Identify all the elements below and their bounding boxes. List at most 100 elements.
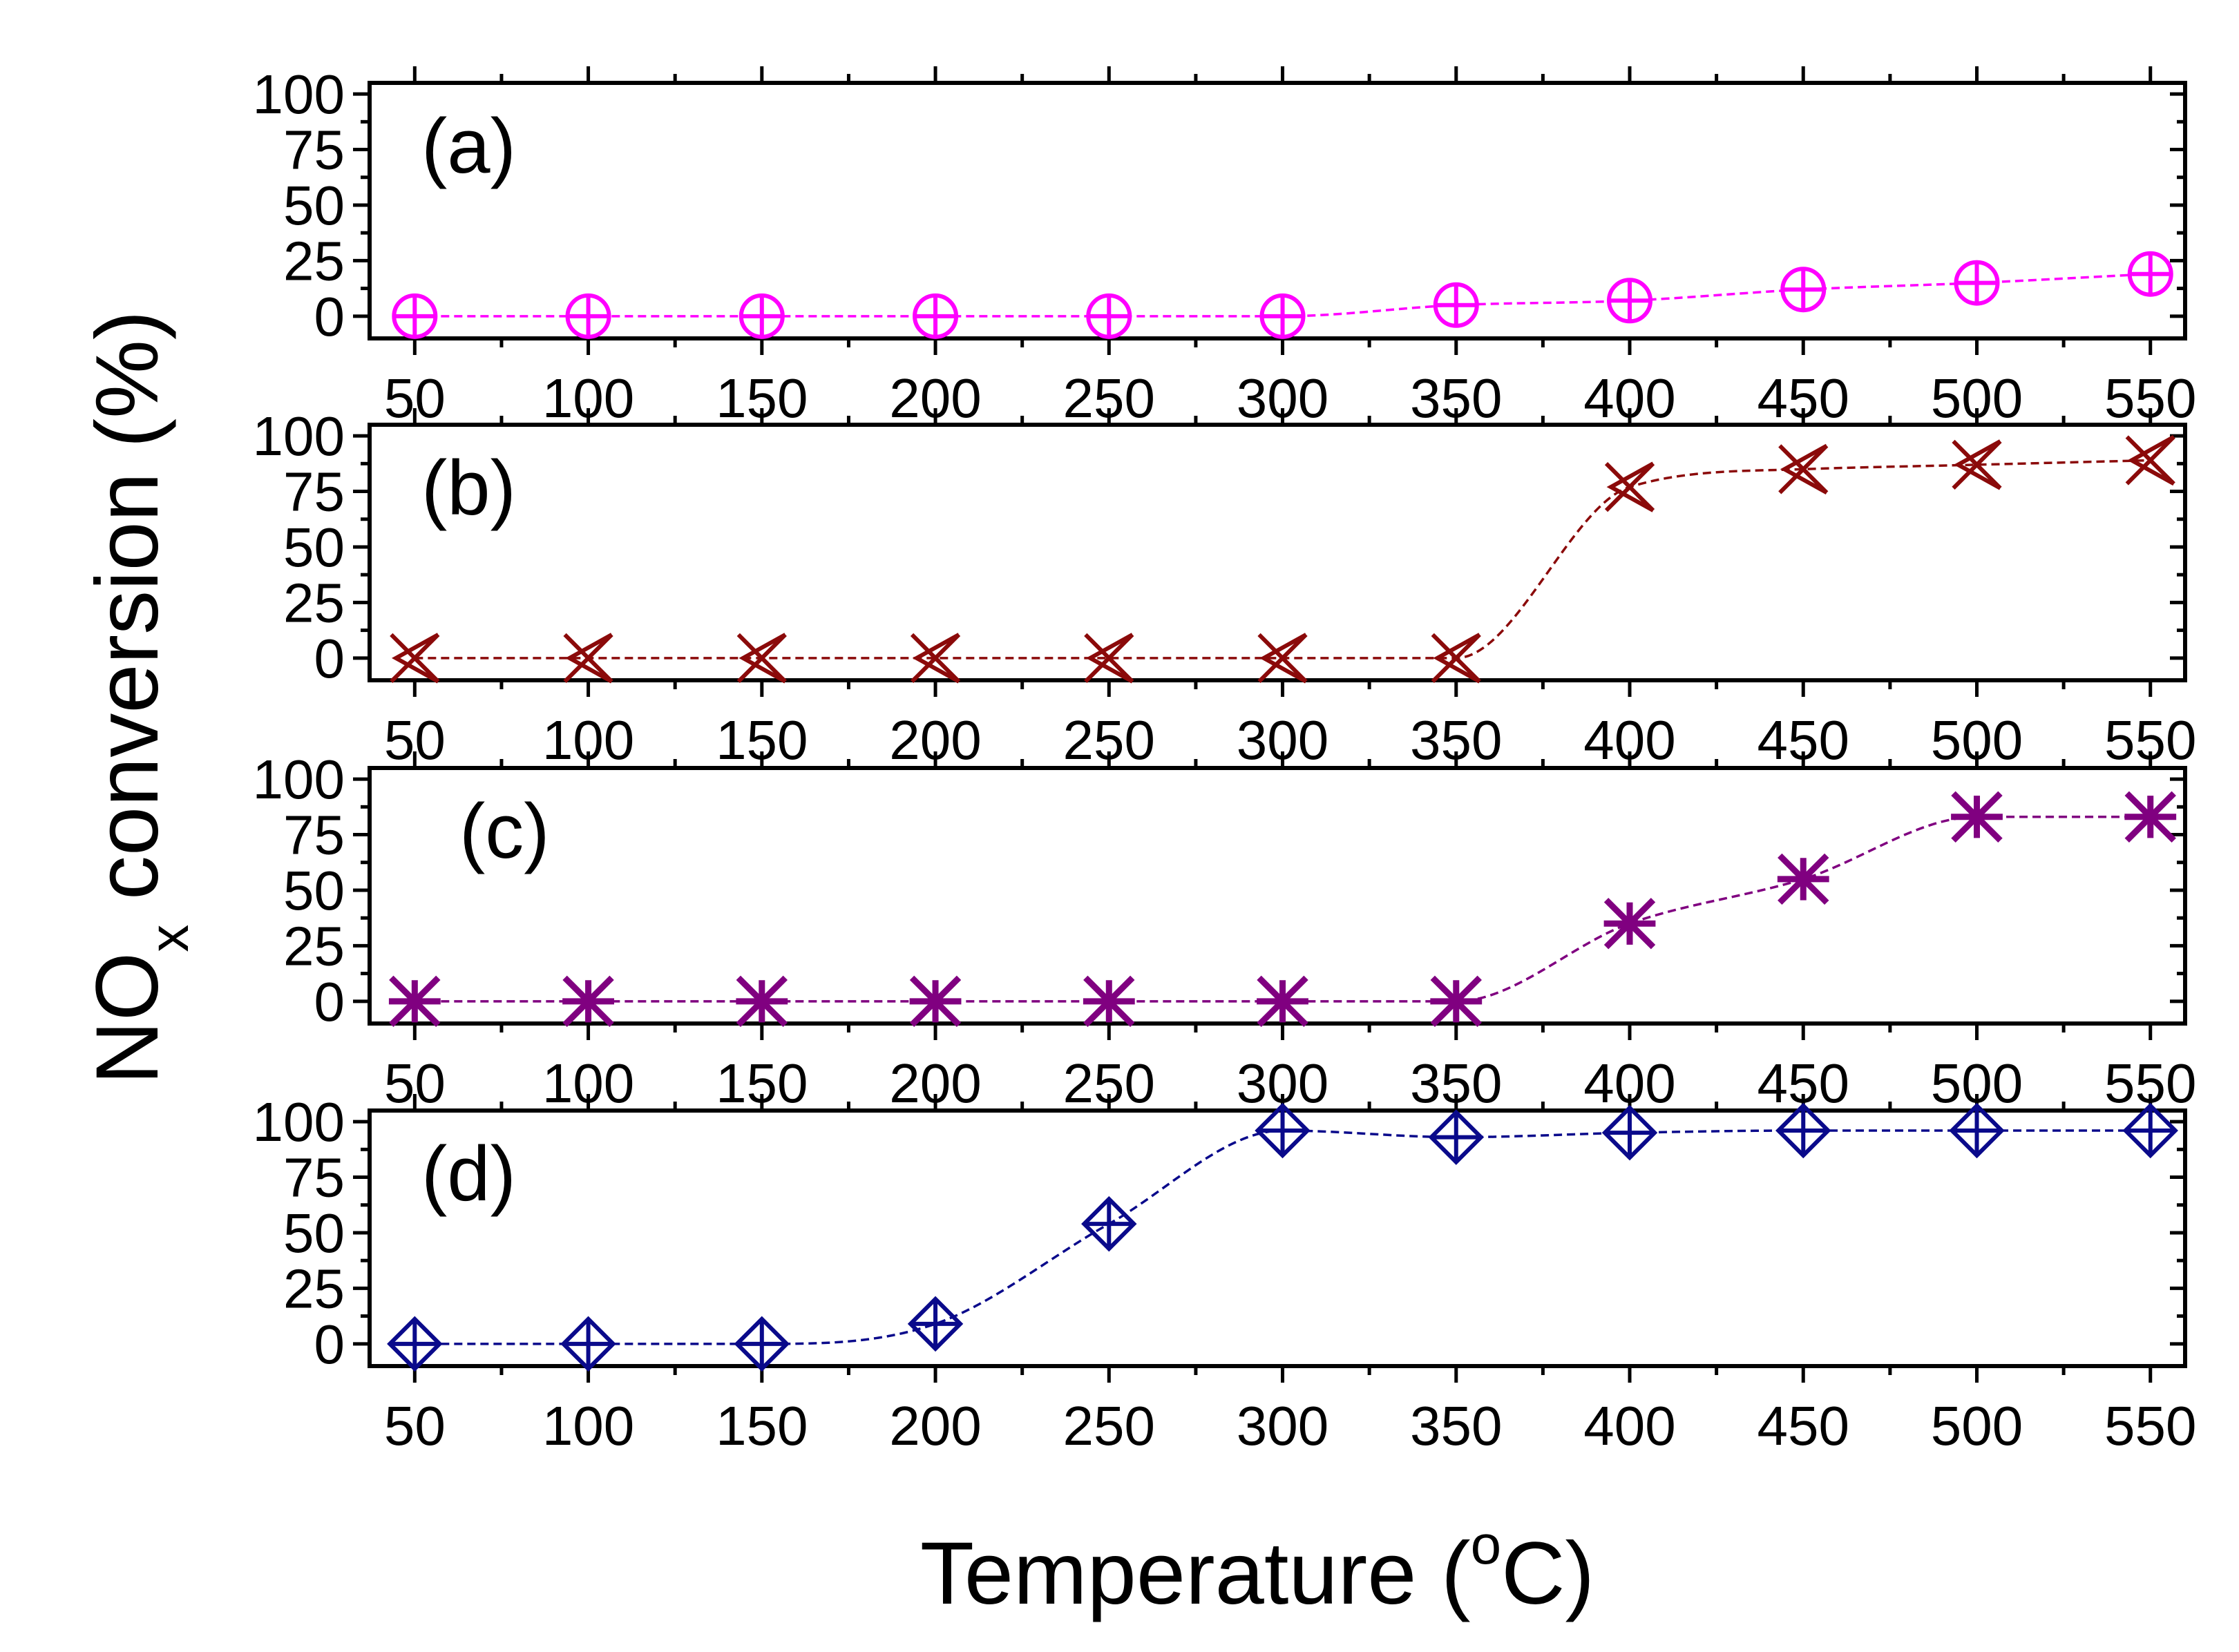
x-axis-title-main: Temperature ( — [920, 1524, 1471, 1623]
x-tick-label-4: 350 — [1410, 1395, 1502, 1457]
x-tick-label-4: 300 — [1237, 1395, 1328, 1457]
data-point-3-350 — [1430, 975, 1483, 1028]
marker-triangle — [2127, 434, 2175, 486]
data-point-2-250 — [1084, 633, 1134, 684]
data-point-1-50 — [392, 293, 438, 339]
marker-triangle — [739, 633, 787, 684]
marker-diag2 — [1604, 461, 1655, 512]
data-point-3-300 — [1257, 975, 1308, 1028]
y-tick-label-2: 0 — [314, 628, 345, 689]
marker-triangle — [1954, 439, 2001, 490]
y-tick-label-4: 75 — [283, 1147, 345, 1209]
marker-diamond — [1081, 1195, 1137, 1252]
y-tick-label-2: 25 — [283, 572, 345, 633]
data-point-4-300 — [1255, 1102, 1311, 1159]
x-tick-label-4: 550 — [2104, 1395, 2196, 1457]
data-point-3-200 — [909, 975, 962, 1028]
y-tick-label-3: 75 — [283, 805, 345, 866]
series-line-4 — [415, 1129, 2151, 1345]
data-point-2-450 — [1778, 443, 1829, 494]
data-point-1-150 — [739, 293, 785, 339]
y-tick-label-3: 0 — [314, 971, 345, 1032]
data-point-3-50 — [388, 975, 441, 1028]
y-axis-title-sub: x — [138, 925, 200, 952]
marker-diag2 — [390, 633, 440, 683]
marker-triangle — [1433, 633, 1481, 684]
x-axis-title: Temperature (oC) — [920, 1514, 1594, 1623]
x-tick-label-4: 250 — [1063, 1395, 1155, 1457]
y-tick-label-2: 50 — [283, 517, 345, 578]
marker-diag2 — [736, 633, 787, 683]
data-point-1-350 — [1433, 282, 1479, 328]
y-tick-label-1: 75 — [283, 119, 345, 181]
y-axis-title-rest: conversion (%) — [78, 310, 177, 924]
x-axis-title-unit: C) — [1501, 1524, 1594, 1623]
chart-panel-1: 50 100 150 200 250 300 350 400 450 500 55002550751… — [253, 64, 2197, 429]
marker-diamond — [1775, 1102, 1831, 1159]
marker-diamond — [734, 1316, 790, 1372]
plot-frame-1 — [368, 81, 2187, 340]
plot-frame-2 — [368, 423, 2187, 682]
chart-panel-4: 50 100 150 200 250 300 350 400 450 500 55002550751… — [253, 1091, 2197, 1457]
y-tick-label-3: 100 — [253, 749, 345, 810]
data-point-4-350 — [1428, 1109, 1485, 1165]
data-point-4-400 — [1601, 1104, 1658, 1161]
x-tick-label-4: 50 — [384, 1395, 446, 1457]
marker-diag2 — [1431, 633, 1481, 683]
data-point-4-150 — [734, 1316, 790, 1372]
y-tick-label-3: 50 — [283, 860, 345, 921]
marker-diag2 — [563, 633, 613, 683]
data-point-4-50 — [387, 1316, 443, 1372]
marker-diamond — [560, 1316, 616, 1372]
marker-diag2 — [1952, 439, 2002, 490]
y-tick-label-1: 0 — [314, 286, 345, 347]
marker-diag2 — [1257, 633, 1308, 683]
x-tick-label-4: 100 — [542, 1395, 634, 1457]
chart-panel-2: 50 100 150 200 250 300 350 400 450 500 55002550751… — [253, 405, 2197, 771]
marker-diag2 — [1778, 444, 1829, 494]
x-tick-label-4: 500 — [1931, 1395, 2023, 1457]
data-point-2-400 — [1604, 461, 1655, 512]
panel-label-2: (b) — [421, 445, 516, 531]
data-point-1-500 — [1954, 260, 2000, 306]
y-tick-label-1: 100 — [253, 64, 345, 125]
marker-diag2 — [910, 633, 961, 683]
marker-triangle — [1259, 633, 1307, 684]
marker-triangle — [391, 633, 439, 684]
data-point-1-100 — [565, 293, 611, 339]
data-point-2-50 — [390, 633, 440, 684]
chart-panel-3: 50 100 150 200 250 300 350 400 450 500 55002550751… — [253, 749, 2197, 1114]
marker-triangle — [1780, 443, 1828, 494]
x-tick-label-4: 400 — [1583, 1395, 1675, 1457]
data-point-4-450 — [1775, 1102, 1831, 1159]
data-point-4-200 — [907, 1296, 964, 1352]
marker-triangle — [1085, 633, 1134, 684]
data-point-3-550 — [2124, 791, 2177, 843]
y-tick-label-2: 100 — [253, 405, 345, 467]
y-tick-label-2: 75 — [283, 461, 345, 523]
panel-label-1: (a) — [421, 103, 516, 189]
data-point-1-400 — [1607, 278, 1653, 324]
data-point-2-300 — [1257, 633, 1308, 684]
series-line-3 — [415, 816, 2151, 1003]
data-point-2-100 — [563, 633, 613, 684]
data-point-4-500 — [1949, 1102, 2005, 1159]
plot-frame-3 — [368, 766, 2187, 1026]
x-axis-title-sup: o — [1471, 1514, 1502, 1575]
data-point-3-400 — [1603, 898, 1656, 950]
y-tick-label-1: 25 — [283, 230, 345, 291]
data-point-2-550 — [2125, 434, 2175, 486]
data-point-1-450 — [1780, 267, 1827, 313]
data-point-3-500 — [1951, 791, 2003, 843]
marker-diamond — [2122, 1102, 2178, 1159]
marker-diamond — [907, 1296, 964, 1352]
data-point-4-250 — [1081, 1195, 1137, 1252]
data-point-2-500 — [1952, 439, 2002, 490]
y-tick-label-3: 25 — [283, 915, 345, 977]
data-point-4-550 — [2122, 1102, 2178, 1159]
y-axis-title-main: NO — [78, 952, 177, 1085]
data-point-1-250 — [1086, 293, 1132, 339]
marker-diamond — [387, 1316, 443, 1372]
data-point-3-450 — [1777, 853, 1829, 905]
